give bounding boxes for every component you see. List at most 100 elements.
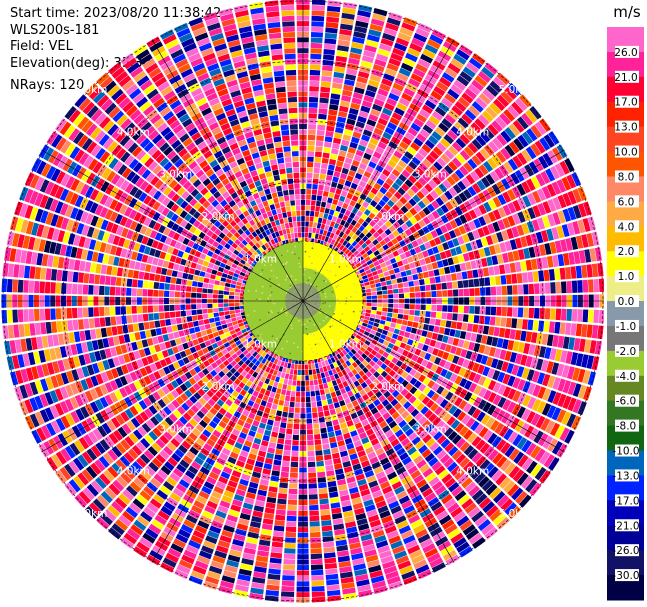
ppi-gate bbox=[368, 333, 375, 339]
ppi-gate bbox=[418, 210, 427, 219]
ppi-gate bbox=[444, 164, 454, 175]
ppi-gate bbox=[311, 15, 325, 22]
ppi-gate bbox=[463, 162, 473, 173]
ppi-gate bbox=[276, 388, 282, 394]
ppi-gate bbox=[440, 224, 448, 234]
ppi-gate bbox=[445, 274, 452, 282]
ppi-gate bbox=[375, 243, 382, 250]
ppi-gate bbox=[370, 156, 380, 164]
ppi-gate bbox=[337, 200, 344, 208]
ppi-gate bbox=[521, 319, 528, 330]
ppi-gate bbox=[221, 272, 228, 278]
ppi-gate bbox=[407, 446, 417, 456]
ppi-gate bbox=[350, 219, 357, 227]
ppi-gate bbox=[582, 370, 591, 384]
ppi-gate bbox=[581, 234, 589, 248]
ppi-gate bbox=[465, 62, 480, 74]
ppi-gate bbox=[384, 102, 395, 112]
ppi-gate bbox=[341, 139, 350, 147]
ppi-gate bbox=[334, 61, 347, 68]
ppi-gate bbox=[416, 459, 427, 469]
ppi-gate bbox=[586, 324, 593, 338]
ppi-gate bbox=[311, 407, 318, 413]
ppi-gate bbox=[306, 402, 311, 408]
ppi-gate bbox=[163, 305, 170, 312]
ppi-gate bbox=[456, 75, 470, 87]
ppi-gate bbox=[464, 212, 473, 222]
ppi-gate bbox=[376, 327, 383, 334]
ppi-gate bbox=[485, 417, 496, 429]
ppi-gate bbox=[331, 507, 342, 514]
ppi-gate bbox=[380, 363, 388, 370]
ppi-gate bbox=[417, 342, 424, 350]
ppi-gate bbox=[214, 316, 220, 322]
ppi-gate bbox=[467, 448, 479, 460]
ppi-gate bbox=[428, 135, 439, 145]
ppi-gate bbox=[501, 361, 509, 372]
ppi-gate bbox=[464, 109, 477, 121]
ppi-gate bbox=[365, 231, 373, 239]
ppi-gate bbox=[388, 407, 397, 416]
ppi-gate bbox=[349, 253, 356, 260]
ppi-gate bbox=[362, 367, 369, 374]
ppi-gate bbox=[507, 340, 515, 351]
ppi-gate bbox=[196, 287, 203, 293]
ppi-gate bbox=[351, 97, 362, 105]
ppi-gate bbox=[373, 182, 382, 191]
ppi-gate bbox=[310, 32, 324, 38]
ppi-gate bbox=[379, 83, 391, 92]
ppi-gate bbox=[385, 260, 392, 266]
ppi-gate bbox=[385, 177, 394, 186]
ppi-gate bbox=[521, 457, 534, 471]
ppi-gate bbox=[324, 459, 333, 466]
ppi-gate bbox=[444, 442, 455, 453]
ppi-gate bbox=[424, 317, 431, 324]
ppi-gate bbox=[318, 212, 324, 218]
ppi-gate bbox=[365, 147, 374, 156]
ppi-gate bbox=[538, 320, 545, 332]
ppi-gate bbox=[262, 394, 269, 402]
ppi-gate bbox=[308, 107, 318, 114]
ppi-gate bbox=[406, 404, 416, 414]
ppi-gate bbox=[366, 249, 373, 256]
ppi-gate bbox=[309, 531, 321, 538]
ppi-gate bbox=[442, 305, 448, 312]
ppi-gate bbox=[422, 216, 431, 225]
ppi-gate bbox=[327, 480, 337, 488]
ppi-gate bbox=[109, 306, 116, 316]
ppi-gate bbox=[457, 411, 467, 422]
ppi-gate bbox=[460, 348, 468, 358]
ppi-gate bbox=[506, 362, 515, 374]
ppi-gate bbox=[350, 182, 358, 190]
ppi-gate bbox=[323, 43, 336, 50]
ppi-gate bbox=[95, 328, 102, 339]
ppi-gate bbox=[263, 512, 275, 520]
ppi-gate bbox=[470, 240, 478, 250]
ppi-gate bbox=[354, 86, 365, 95]
ppi-gate bbox=[338, 150, 347, 157]
ppi-gate bbox=[203, 318, 210, 325]
ppi-gate bbox=[348, 244, 354, 251]
ppi-gate bbox=[469, 288, 475, 296]
ppi-gate bbox=[369, 374, 377, 382]
ppi-gate bbox=[333, 401, 340, 409]
ppi-gate bbox=[396, 72, 409, 82]
ppi-gate bbox=[517, 392, 527, 405]
ppi-gate bbox=[409, 304, 415, 310]
ppi-gate bbox=[50, 308, 56, 320]
ppi-gate bbox=[318, 482, 327, 489]
ppi-gate bbox=[264, 457, 273, 465]
ppi-gate bbox=[100, 264, 108, 275]
ppi-gate bbox=[322, 59, 334, 66]
ppi-gate bbox=[111, 326, 118, 336]
ppi-gate bbox=[540, 417, 551, 432]
ppi-gate bbox=[263, 463, 272, 470]
ppi-gate bbox=[459, 457, 471, 469]
ppi-gate bbox=[122, 268, 129, 278]
ppi-gate bbox=[286, 515, 297, 522]
ppi-gate bbox=[582, 279, 589, 293]
ppi-gate bbox=[328, 403, 335, 410]
ppi-gate bbox=[386, 312, 393, 318]
ppi-gate bbox=[421, 448, 432, 459]
ppi-gate bbox=[308, 472, 317, 478]
